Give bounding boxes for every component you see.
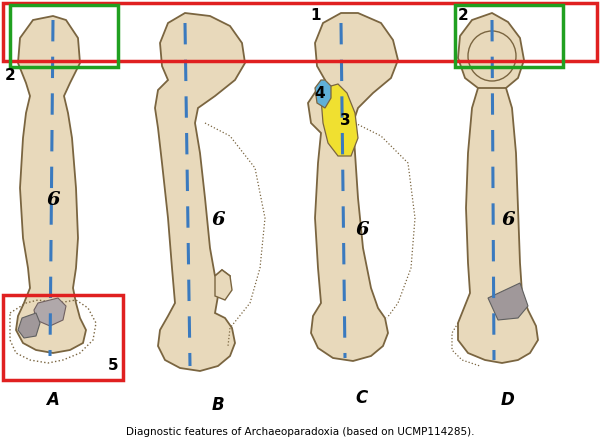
Text: 2: 2 [458,8,469,23]
Text: 6: 6 [46,191,60,209]
Text: 1: 1 [310,8,320,23]
Polygon shape [315,80,331,108]
Polygon shape [321,84,358,156]
Polygon shape [155,13,245,371]
Text: 5: 5 [108,358,119,373]
Polygon shape [458,88,538,363]
Text: 3: 3 [340,112,350,127]
Text: Diagnostic features of Archaeoparadoxia (based on UCMP114285).: Diagnostic features of Archaeoparadoxia … [126,427,474,437]
Polygon shape [18,313,40,338]
Text: D: D [501,391,515,409]
Text: A: A [47,391,59,409]
Text: B: B [212,396,224,414]
Text: 2: 2 [5,68,16,83]
Text: 4: 4 [314,87,325,102]
Text: 6: 6 [355,221,369,239]
Text: 6: 6 [211,211,225,229]
Text: 6: 6 [501,211,515,229]
Polygon shape [308,13,398,361]
Polygon shape [34,298,66,326]
Polygon shape [458,13,524,92]
Polygon shape [488,283,528,320]
Text: C: C [356,389,368,407]
Polygon shape [16,16,86,353]
Polygon shape [215,270,232,300]
